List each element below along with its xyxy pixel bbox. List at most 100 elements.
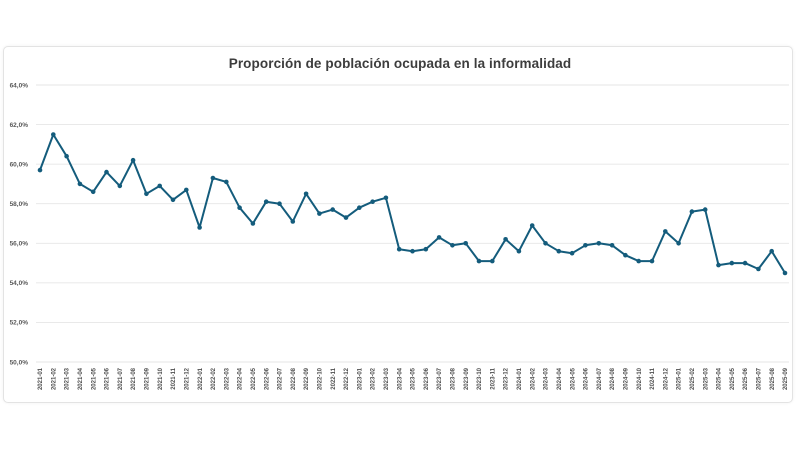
x-axis-tick-label: 2021-07 (118, 367, 124, 390)
x-axis-tick-label: 2024-07 (597, 367, 603, 390)
x-axis-tick-label: 2023-10 (477, 367, 483, 390)
data-point-marker (716, 262, 721, 268)
data-point-marker (769, 248, 774, 254)
data-point-marker (609, 243, 615, 248)
data-point-marker (277, 201, 282, 206)
x-axis-tick-label: 2022-01 (198, 367, 204, 390)
y-axis-tick-label: 50,0% (10, 359, 29, 366)
data-point-marker (303, 191, 309, 197)
y-axis-tick-label: 64,0% (10, 82, 29, 89)
x-axis-tick-label: 2025-04 (717, 367, 723, 390)
data-point-marker (450, 243, 455, 248)
data-point-marker (90, 189, 96, 195)
data-point-marker (676, 241, 681, 246)
data-point-marker (596, 241, 602, 246)
x-axis-tick-label: 2024-10 (637, 367, 643, 390)
x-axis-tick-label: 2023-06 (424, 367, 430, 390)
data-point-marker (77, 181, 83, 187)
x-axis-tick-label: 2022-06 (264, 367, 270, 390)
x-axis-tick-label: 2022-04 (238, 367, 244, 390)
x-axis-tick-label: 2023-08 (451, 367, 457, 390)
data-point-marker (636, 258, 641, 264)
x-axis-tick-label: 2025-02 (690, 367, 696, 390)
x-axis-tick-label: 2024-05 (570, 367, 576, 390)
x-axis-tick-label: 2023-05 (411, 367, 417, 390)
data-point-marker (556, 248, 562, 254)
data-point-marker (490, 258, 495, 264)
x-axis-tick-label: 2021-01 (38, 367, 44, 390)
data-point-marker (396, 246, 402, 252)
x-axis-tick-label: 2021-12 (184, 367, 190, 390)
x-axis-tick-label: 2024-09 (623, 367, 629, 390)
x-axis-tick-label: 2021-05 (91, 367, 97, 390)
x-axis-tick-label: 2024-03 (544, 367, 550, 390)
data-point-marker (623, 252, 628, 258)
chart-title: Proporción de población ocupada en la in… (228, 56, 572, 71)
x-axis-tick-label: 2022-08 (291, 367, 297, 390)
data-point-marker (263, 199, 269, 204)
data-point-marker (516, 248, 522, 254)
data-point-marker (663, 229, 668, 234)
data-point-marker (184, 187, 189, 193)
data-point-marker (170, 197, 176, 203)
x-axis-tick-label: 2024-06 (584, 367, 590, 390)
data-point-marker (197, 225, 202, 230)
x-axis-tick-label: 2021-03 (65, 367, 71, 390)
data-point-marker (689, 209, 695, 214)
x-axis-tick-label: 2025-09 (783, 367, 789, 390)
data-point-marker (423, 246, 429, 252)
x-axis-tick-label: 2022-02 (211, 367, 217, 390)
x-axis-tick-label: 2024-04 (557, 367, 563, 390)
data-point-marker (317, 211, 322, 216)
data-point-marker (51, 132, 56, 137)
x-axis-tick-label: 2021-09 (145, 367, 151, 390)
x-axis-tick-label: 2021-02 (51, 367, 57, 390)
y-axis-tick-label: 56,0% (10, 241, 29, 248)
data-point-marker (237, 205, 242, 210)
x-axis-tick-label: 2022-10 (317, 367, 323, 390)
data-point-marker (130, 157, 136, 163)
data-point-marker (702, 207, 708, 212)
x-axis-tick-label: 2023-09 (464, 367, 470, 390)
x-axis-tick-label: 2021-10 (158, 367, 164, 390)
data-point-marker (649, 258, 655, 264)
x-axis-tick-label: 2025-03 (703, 367, 709, 390)
data-point-marker (543, 241, 548, 246)
x-axis-tick-label: 2024-02 (530, 367, 536, 390)
x-axis-tick-label: 2023-01 (357, 367, 363, 390)
data-point-marker (476, 258, 482, 264)
x-axis-tick-label: 2025-07 (756, 367, 762, 390)
x-axis-tick-label: 2024-01 (517, 367, 523, 390)
data-point-marker (436, 235, 442, 240)
data-point-marker (410, 248, 415, 254)
chart-card (3, 46, 793, 403)
x-axis-tick-label: 2023-04 (397, 367, 403, 390)
data-point-marker (383, 195, 389, 201)
data-point-marker (742, 260, 748, 266)
x-axis-tick-label: 2022-09 (304, 367, 310, 390)
data-point-marker (104, 169, 109, 175)
y-axis-tick-label: 60,0% (10, 161, 29, 168)
x-axis-tick-label: 2025-06 (743, 367, 749, 390)
y-axis-tick-label: 58,0% (10, 201, 29, 208)
x-axis-tick-label: 2022-03 (224, 367, 230, 390)
data-point-marker (64, 153, 69, 159)
x-axis-tick-label: 2023-07 (437, 367, 443, 390)
data-point-marker (210, 175, 216, 181)
data-point-marker (503, 237, 508, 242)
x-axis-tick-label: 2024-08 (610, 367, 616, 390)
x-axis-tick-label: 2024-11 (650, 367, 656, 389)
data-point-marker (290, 219, 296, 224)
x-axis-tick-label: 2023-02 (371, 367, 377, 390)
data-point-marker (756, 266, 761, 272)
data-point-marker (463, 241, 469, 246)
data-point-marker (250, 221, 256, 226)
data-point-marker (370, 199, 375, 204)
x-axis-tick-label: 2023-11 (490, 367, 496, 389)
x-axis-tick-label: 2021-06 (105, 367, 111, 390)
x-axis-tick-label: 2025-05 (730, 367, 736, 390)
data-point-marker (330, 207, 336, 212)
x-axis-tick-label: 2021-11 (171, 367, 177, 389)
